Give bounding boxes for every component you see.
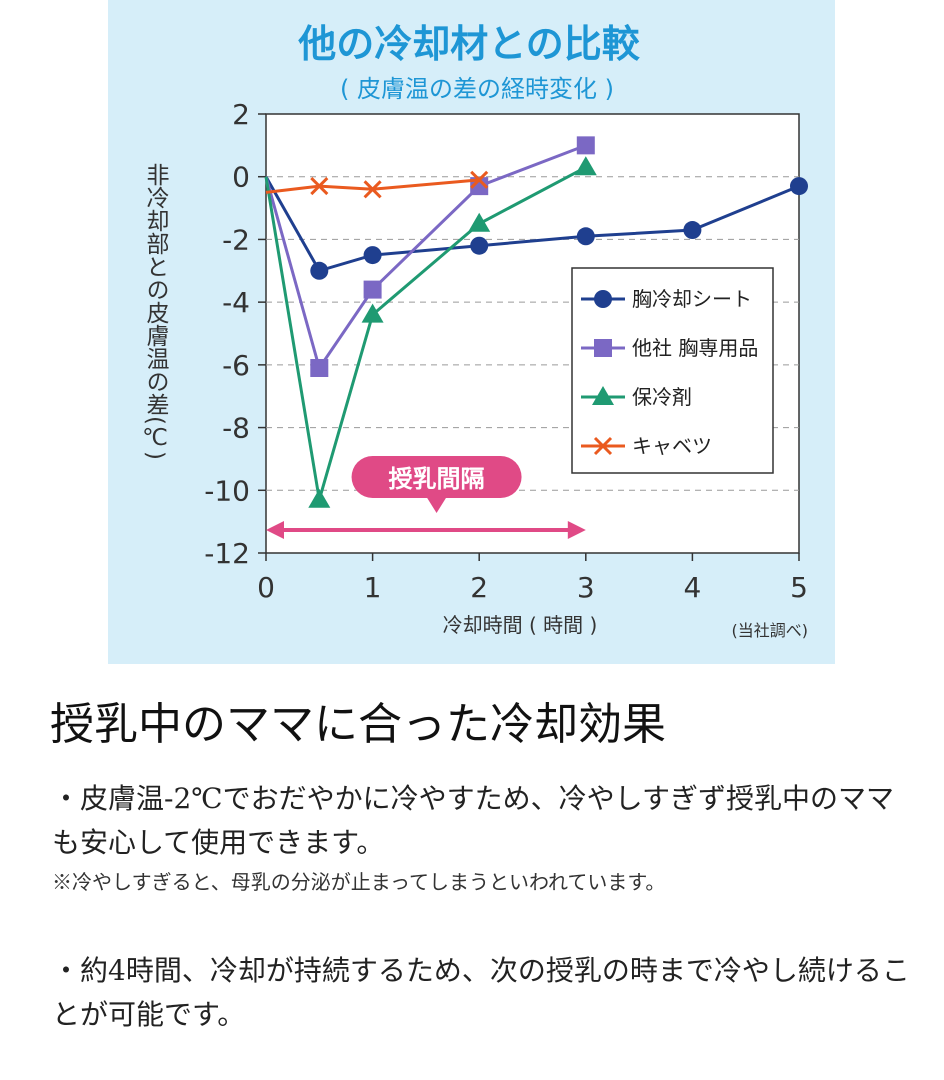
data-point (470, 170, 489, 189)
data-point (576, 136, 595, 155)
data-point (363, 180, 382, 199)
x-tick-label: 5 (790, 571, 808, 604)
y-tick-label: -6 (222, 349, 250, 382)
data-point (790, 177, 808, 196)
chart-title: 他の冷却材との比較 (297, 22, 641, 66)
data-point (363, 246, 382, 265)
legend-label: キャベツ (632, 434, 712, 458)
source-note: (当社調べ) (732, 621, 809, 640)
y-tick-label: -2 (222, 223, 250, 256)
legend-label: 保冷剤 (632, 385, 692, 409)
annotation-label: 授乳間隔 (389, 465, 485, 493)
y-tick-label: -12 (204, 537, 250, 570)
data-point (683, 221, 702, 240)
data-point (574, 156, 597, 176)
legend-label: 胸冷却シート (632, 287, 752, 311)
section-heading: 授乳中のママに合った冷却効果 (50, 699, 666, 750)
data-point (310, 358, 329, 377)
legend-marker (594, 290, 612, 308)
x-axis-label: 冷却時間 ( 時間 ) (443, 613, 598, 637)
legend-marker (592, 386, 614, 405)
data-point (363, 280, 382, 299)
data-point-stroke-b (470, 170, 489, 189)
annotation-badge-pointer (426, 497, 447, 513)
data-point (576, 227, 595, 246)
chart-subtitle: ( 皮膚温の差の経時変化 ) (340, 75, 614, 103)
footnote: ※冷やしすぎると、母乳の分泌が止まってしまうといわれています。 (52, 870, 666, 894)
data-point (470, 236, 489, 255)
data-point (308, 488, 331, 508)
bullet-paragraph-2: ・約4時間、冷却が持続するため、次の授乳の時まで冷やし続けることが可能です。 (52, 954, 910, 1031)
y-tick-label: -4 (222, 286, 250, 319)
legend-marker-stroke-b (593, 436, 613, 456)
y-tick-label: 2 (232, 98, 250, 131)
x-tick-label: 3 (577, 571, 595, 604)
data-point-stroke-b (310, 177, 329, 196)
y-tick-label: -10 (204, 474, 250, 507)
legend-marker (593, 436, 613, 456)
annotation-badge (351, 456, 522, 498)
annotation-arrow-head-right (567, 521, 586, 539)
y-tick-label: 0 (232, 161, 250, 194)
bullet-paragraph-1: ・皮膚温-2℃でおだやかに冷やすため、冷やしすぎず授乳中のママも安心して使用でき… (52, 782, 895, 859)
x-tick-label: 2 (470, 571, 488, 604)
x-tick-label: 1 (364, 571, 382, 604)
legend-label: 他社 胸専用品 (632, 336, 758, 360)
annotation-arrow-head-left (266, 521, 284, 539)
chart-svg: 他の冷却材との比較 ( 皮膚温の差の経時変化 ) 2 0 -2 -4 -6 -8 -10 -1… (142, 22, 809, 640)
x-tick-label: 4 (683, 571, 701, 604)
y-axis-label: 非冷却部との皮膚温の差(℃) (142, 163, 170, 460)
data-point (310, 261, 329, 280)
x-tick-label: 0 (257, 571, 275, 604)
series-line-3 (265, 178, 480, 194)
data-point (361, 303, 384, 323)
data-point (468, 212, 491, 232)
chart-panel: 他の冷却材との比較 ( 皮膚温の差の経時変化 ) 2 0 -2 -4 -6 -8 -10 -1… (108, 0, 835, 664)
data-point-stroke-b (363, 180, 382, 199)
legend-marker (594, 339, 612, 357)
y-tick-label: -8 (222, 412, 250, 445)
data-point (310, 177, 329, 196)
